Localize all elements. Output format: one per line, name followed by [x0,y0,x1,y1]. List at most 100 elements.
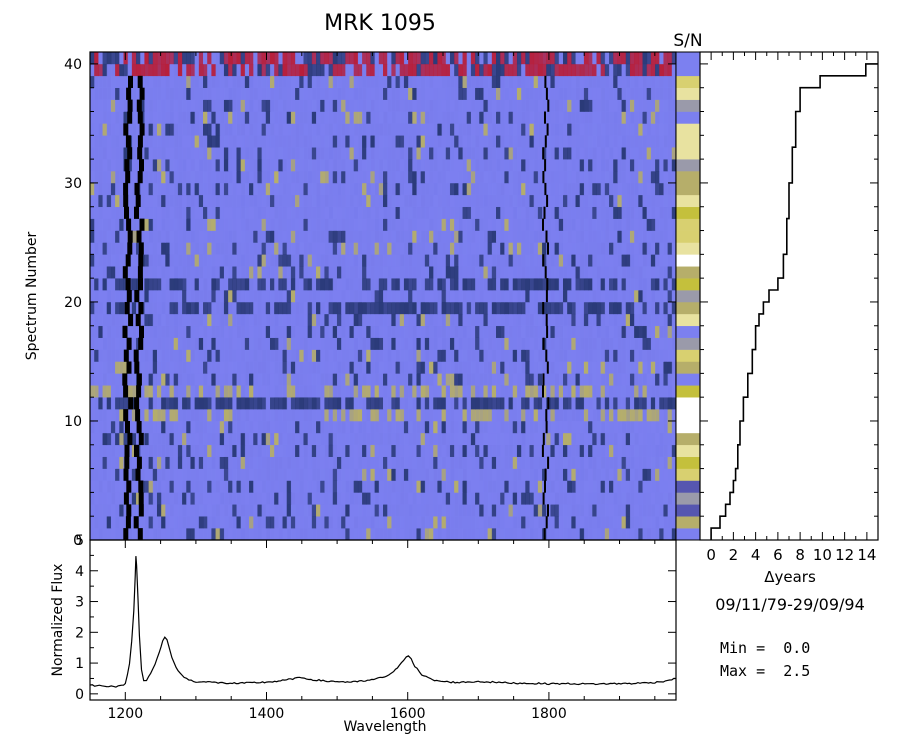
heatmap-cell [596,349,602,362]
heatmap-cell [115,111,120,124]
heatmap-cell [378,301,384,315]
heatmap-cell [445,313,451,327]
heatmap-cell [533,206,539,219]
heatmap-cell [119,528,124,541]
heatmap-cell [609,123,614,136]
heatmap-cell [249,135,254,148]
heatmap-cell [169,325,175,338]
heatmap-cell [609,516,614,529]
heatmap-cell [567,135,572,148]
heatmap-cell [420,397,426,410]
heatmap-cell [106,218,112,231]
heatmap-cell [311,468,317,481]
heatmap-cell [257,349,263,362]
heatmap-row [90,397,677,410]
heatmap-cell [617,135,623,148]
heatmap-cell [500,325,505,338]
heatmap-cell [198,397,204,410]
heatmap-cell [466,397,472,410]
heatmap-cell [537,492,543,505]
heatmap-cell [274,456,279,469]
heatmap-cell [617,373,623,386]
heatmap-cell [470,290,476,303]
heatmap-cell [646,468,652,481]
heatmap-cell [542,397,547,410]
heatmap-cell [625,171,631,184]
heatmap-cell [462,480,468,493]
heatmap-cell [420,528,426,541]
heatmap-cell [215,266,221,279]
heatmap-cell [215,254,221,267]
heatmap-cell [374,480,380,493]
heatmap-cell [437,147,443,160]
heatmap-cell [198,516,204,529]
heatmap-cell [479,313,484,327]
heatmap-cell [152,325,158,338]
heatmap-cell [186,528,191,541]
heatmap-cell [269,111,275,124]
heatmap-cell [567,432,572,446]
heatmap-cell [629,373,635,386]
heatmap-cell [169,111,175,124]
heatmap-cell [395,159,401,172]
heatmap-cell [558,159,564,172]
heatmap-cell [600,218,606,231]
heatmap-cell [454,444,459,457]
heatmap-cell [110,528,116,541]
heatmap-cell [102,147,108,160]
heatmap-cell [449,194,455,208]
heatmap-cell [487,361,493,374]
heatmap-cell [345,254,351,267]
heatmap-cell [219,492,225,505]
heatmap-cell [613,468,618,481]
heatmap-cell [357,361,363,374]
heatmap-cell [336,516,342,529]
heatmap-cell [290,135,296,148]
heatmap-cell [408,397,413,410]
heatmap-cell [521,182,526,196]
heatmap-cell [420,313,426,327]
heatmap-cell [491,492,497,505]
heatmap-cell [140,147,145,160]
heatmap-cell [659,278,664,291]
heatmap-cell [638,492,644,505]
heatmap-cell [366,159,371,172]
heatmap-cell [165,373,171,386]
heatmap-cell [445,325,451,338]
heatmap-cell [617,182,623,196]
heatmap-cell [567,468,572,481]
heatmap-cell [642,480,648,493]
heatmap-cell [362,504,367,517]
heatmap-cell [429,325,434,338]
heatmap-cell [408,266,413,279]
heatmap-cell [161,468,166,481]
heatmap-cell [290,349,296,362]
heatmap-cell [437,123,443,136]
heatmap-cell [403,254,409,267]
heatmap-cell [454,171,459,184]
heatmap-cell [219,504,225,517]
heatmap-cell [420,301,426,315]
heatmap-cell [441,432,447,446]
heatmap-cell [257,123,263,136]
heatmap-cell [274,480,279,493]
heatmap-cell [198,420,204,434]
heatmap-cell [537,159,543,172]
heatmap-cell [332,171,338,184]
heatmap-cell [567,230,572,243]
heatmap-cell [516,171,522,184]
heatmap-cell [525,492,530,505]
heatmap-cell [186,159,191,172]
heatmap-cell [320,171,325,184]
heatmap-cell [424,444,430,457]
heatmap-cell [546,135,551,148]
heatmap-cell [475,361,480,374]
heatmap-cell [462,432,468,446]
heatmap-cell [203,206,208,219]
heatmap-cell [512,504,518,517]
heatmap-cell [240,182,246,196]
heatmap-cell [115,278,120,291]
heatmap-cell [596,159,602,172]
heatmap-cell [508,456,514,469]
heatmap-cell [424,528,430,541]
